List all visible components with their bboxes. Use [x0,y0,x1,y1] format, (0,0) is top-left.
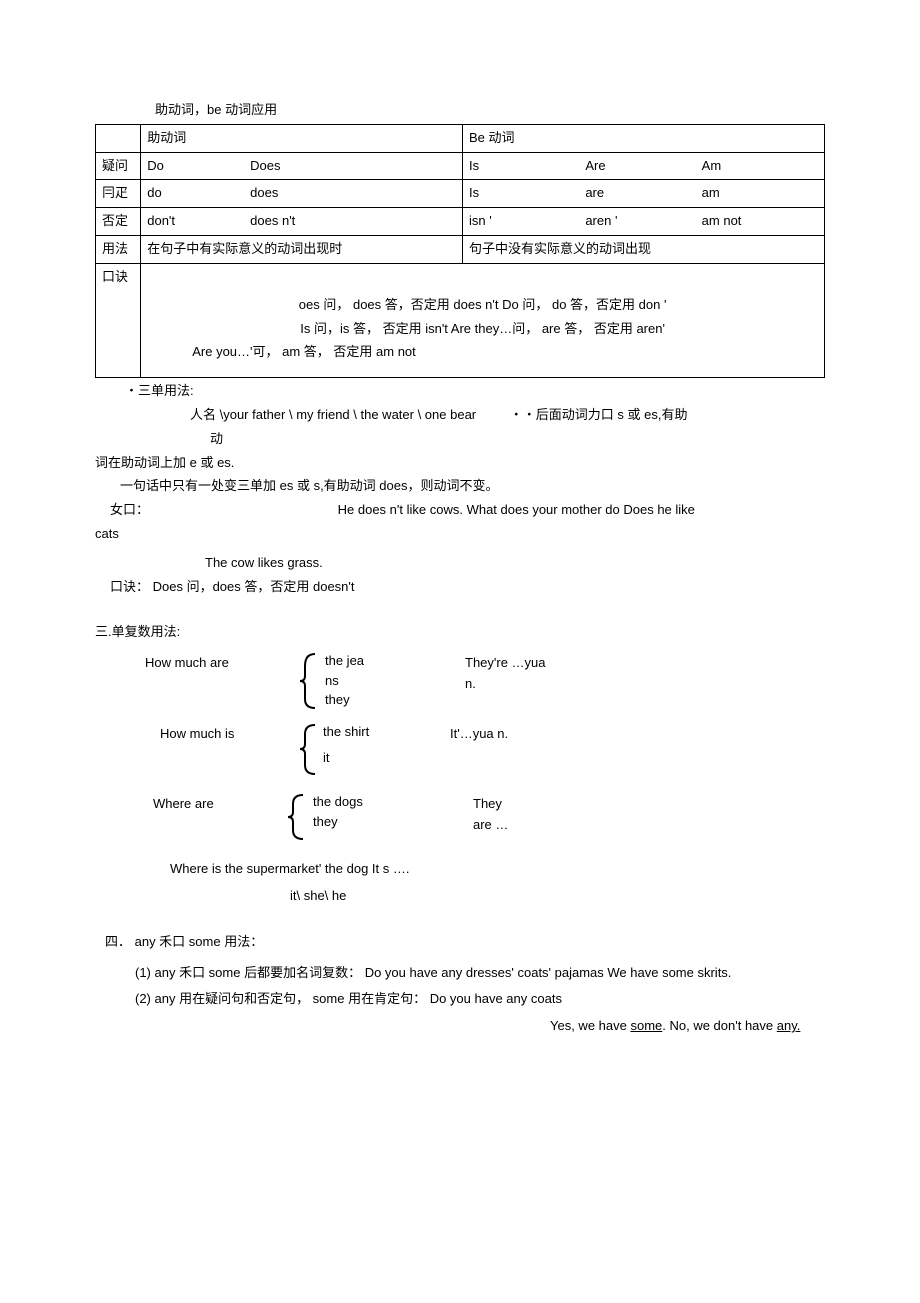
brace-item: the jea [325,651,364,671]
four-answer: Yes, we have some. No, we don't have any… [550,1016,825,1037]
cell-be: Is Are Am [462,152,824,180]
brace-items: the shirt it [323,722,369,767]
cell-val: Does [250,156,456,177]
cell-be: Is are am [462,180,824,208]
row-label: 口诀 [96,263,141,377]
cell-val: Is [469,183,585,204]
brace-result: It'…yua n. [450,724,508,745]
text: He does n't like cows. What does your mo… [338,502,695,517]
four-item: (1) any 禾口 some 后都要加名词复数： Do you have an… [135,963,825,984]
plural-title: 三.单复数用法: [95,622,825,643]
brace-item: it [323,748,369,768]
cell-val: do [147,183,250,204]
table-header-row: 助动词 Be 动词 [96,124,825,152]
sandan-title: ・三单用法: [125,381,825,402]
table-row: 疑问 Do Does Is Are Am [96,152,825,180]
sandan-line: 词在助动词上加 e 或 es. [95,453,825,474]
sandan-line: 女口： He does n't like cows. What does you… [110,500,825,521]
underline-text: some [630,1018,662,1033]
koujue-line: oes 问， does 答，否定用 does n't Do 问， do 答，否定… [147,295,818,316]
sandan-line: 口诀： Does 问，does 答，否定用 doesn't [110,577,825,598]
cell-val: Am [702,156,818,177]
sandan-line: The cow likes grass. [205,553,825,574]
cell-val: am [702,183,818,204]
brace-item: ns [325,671,364,691]
brace-item: they [313,812,363,832]
cell-be: isn ' aren ' am not [462,208,824,236]
where-line: Where is the supermarket' the dog It s …… [170,859,825,880]
row-label: 否定 [96,208,141,236]
brace-label: How much is [160,722,275,745]
brace-row: Where are the dogs they They are … [153,792,825,847]
cell-val: does n't [250,211,456,232]
table-row-koujue: 口诀 oes 问， does 答，否定用 does n't Do 问， do 答… [96,263,825,377]
cell-val: aren ' [585,211,701,232]
cell-val: does [250,183,456,204]
brace-result: They are … [473,794,508,836]
sandan-line: cats [95,524,825,545]
table-row: 冃疋 do does Is are am [96,180,825,208]
brace-result: They're …yua n. [465,653,546,695]
four-item: (2) any 用在疑问句和否定句， some 用在肯定句： Do you ha… [135,989,825,1010]
cell-val: am not [702,211,818,232]
sandan-line: 人名 \your father \ my friend \ the water … [190,405,825,426]
brace-item: the dogs [313,792,363,812]
brace-label: Where are [153,792,263,815]
koujue-line: Are you…'可， am 答， 否定用 am not [147,342,818,363]
header-empty [96,124,141,152]
brace-items: the dogs they [313,792,363,831]
itshe-line: it\ she\ he [290,886,825,907]
brace-label: How much are [145,651,275,674]
table-row: 用法 在句子中有实际意义的动词出现时 句子中没有实际意义的动词出现 [96,235,825,263]
cell-val: don't [147,211,250,232]
text: ・・后面动词力口 s 或 es,有助 [510,407,688,422]
text: . No, we don't have [662,1018,777,1033]
grammar-table: 助动词 Be 动词 疑问 Do Does Is Are Am 冃疋 do doe… [95,124,825,378]
underline-text: any. [777,1018,801,1033]
cell-aux: don't does n't [141,208,463,236]
sandan-line: 动 [210,429,825,450]
brace-item: they [325,690,364,710]
brace-row: How much is the shirt it It'…yua n. [160,722,825,777]
cell-aux: do does [141,180,463,208]
cell-val: Are [585,156,701,177]
brace-icon [288,792,308,842]
table-row: 否定 don't does n't isn ' aren ' am not [96,208,825,236]
header-be: Be 动词 [462,124,824,152]
row-label: 疑问 [96,152,141,180]
brace-items: the jea ns they [325,651,364,710]
cell-val: are [585,183,701,204]
cell-be: 句子中没有实际意义的动词出现 [462,235,824,263]
brace-icon [300,651,320,711]
text: 人名 \your father \ my friend \ the water … [190,407,476,422]
cell-val: Is [469,156,585,177]
cell-val: isn ' [469,211,585,232]
header-aux: 助动词 [141,124,463,152]
cell-aux: 在句子中有实际意义的动词出现时 [141,235,463,263]
sandan-line: 一句话中只有一处变三单加 es 或 s,有助动词 does，则动词不变。 [120,476,825,497]
text: 女口： [110,502,149,517]
brace-item: the shirt [323,722,369,742]
brace-icon [300,722,320,777]
koujue-cell: oes 问， does 答，否定用 does n't Do 问， do 答，否定… [141,263,825,377]
brace-row: How much are the jea ns they They're …yu… [145,651,825,716]
koujue-line: Is 问，is 答， 否定用 isn't Are they…问， are 答， … [147,319,818,340]
header-text: 助动词，be 动词应用 [155,100,825,121]
text: Yes, we have [550,1018,630,1033]
cell-val: Do [147,156,250,177]
row-label: 冃疋 [96,180,141,208]
row-label: 用法 [96,235,141,263]
section-four-title: 四． any 禾口 some 用法： [105,932,825,953]
cell-aux: Do Does [141,152,463,180]
